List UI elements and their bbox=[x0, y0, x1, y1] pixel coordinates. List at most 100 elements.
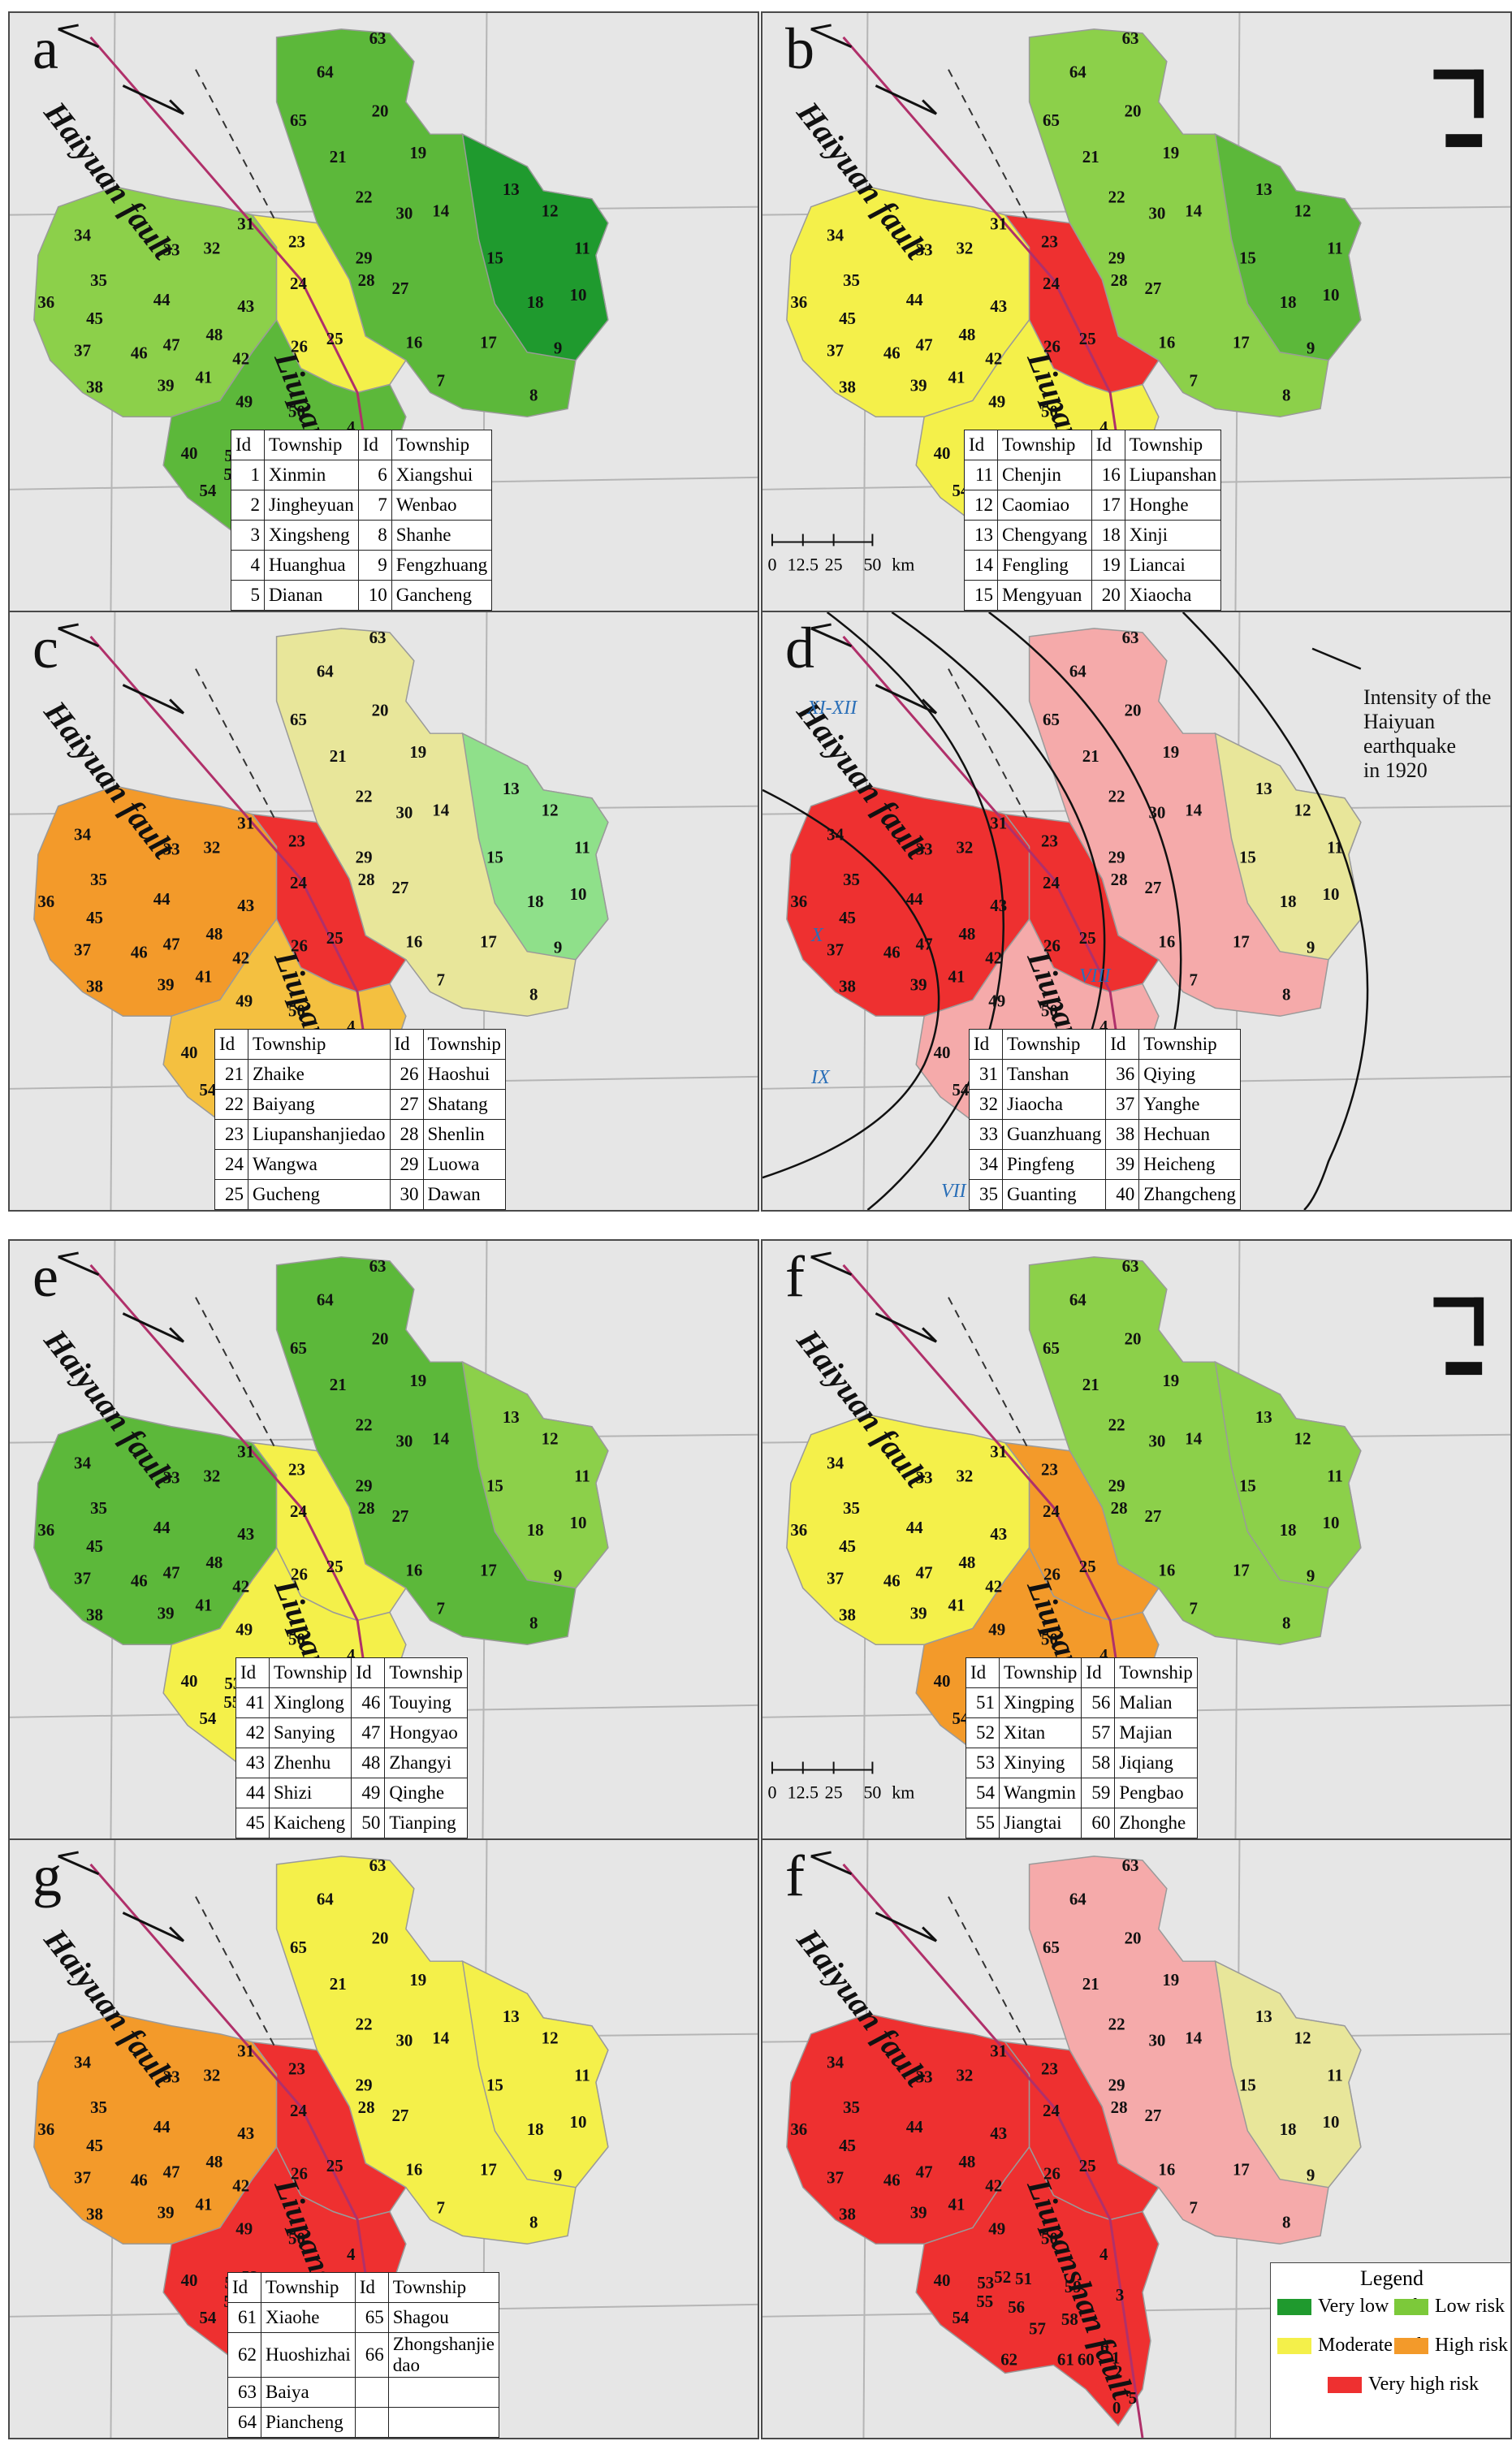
table-cell-township: Honghe bbox=[1124, 490, 1222, 521]
intensity-note-line: Intensity of the bbox=[1363, 685, 1492, 709]
township-number: 41 bbox=[196, 368, 213, 387]
scale-tick: 50 bbox=[863, 1782, 881, 1802]
township-number: 29 bbox=[1108, 847, 1125, 866]
township-number: 25 bbox=[1079, 329, 1096, 348]
table-header-cell: Township bbox=[997, 430, 1092, 460]
township-number: 24 bbox=[290, 873, 307, 892]
north-arrow-icon bbox=[1433, 69, 1484, 148]
table-header-cell: Township bbox=[261, 2272, 356, 2303]
township-number: 41 bbox=[948, 368, 966, 387]
township-number: 29 bbox=[356, 1475, 373, 1495]
panel-letter: g bbox=[32, 1843, 62, 1908]
township-number: 25 bbox=[1079, 2156, 1096, 2175]
township-number: 65 bbox=[290, 110, 307, 130]
township-number: 38 bbox=[86, 1605, 103, 1624]
township-number: 4 bbox=[347, 2244, 356, 2264]
township-number: 33 bbox=[916, 2067, 933, 2086]
township-number: 38 bbox=[86, 976, 103, 996]
table-cell-id: 54 bbox=[966, 1778, 1000, 1808]
table-cell-township: Shizi bbox=[268, 1778, 352, 1808]
township-number: 26 bbox=[291, 936, 308, 956]
table-row: 35 Guanting 40 Zhangcheng bbox=[969, 1179, 1241, 1210]
township-number: 58 bbox=[1061, 2309, 1078, 2329]
township-number: 59 bbox=[1065, 2277, 1082, 2296]
township-number: 14 bbox=[1185, 201, 1202, 221]
township-number: 19 bbox=[409, 742, 426, 762]
township-number: 11 bbox=[1327, 1466, 1343, 1485]
table-row: 54 Wangmin 59 Pengbao bbox=[966, 1778, 1198, 1808]
panel-letter: e bbox=[32, 1244, 58, 1309]
township-number: 41 bbox=[196, 1596, 213, 1615]
table-row: 41 Xinglong 46 Touying bbox=[235, 1687, 468, 1718]
township-number: 42 bbox=[232, 1577, 249, 1596]
township-number: 40 bbox=[934, 1671, 951, 1691]
township-number: 29 bbox=[1108, 2075, 1125, 2094]
township-number: 37 bbox=[74, 2168, 91, 2188]
township-number: 46 bbox=[131, 1571, 148, 1591]
township-number: 12 bbox=[542, 801, 559, 820]
table-cell-id: 31 bbox=[969, 1059, 1003, 1090]
township-number: 28 bbox=[1111, 870, 1128, 889]
township-number: 65 bbox=[290, 1938, 307, 1957]
township-number: 7 bbox=[1189, 2198, 1197, 2218]
isoseismal-line bbox=[1182, 612, 1369, 1210]
township-number: 38 bbox=[839, 1605, 856, 1624]
township-number: 27 bbox=[391, 2106, 408, 2125]
fault-trace-dashed bbox=[195, 668, 278, 823]
township-number: 43 bbox=[990, 296, 1007, 316]
table-row: 1 Xinmin 6 Xiangshui bbox=[231, 460, 493, 490]
slip-arrow-icon bbox=[122, 84, 185, 115]
region-east bbox=[461, 1959, 609, 2188]
township-number: 35 bbox=[843, 870, 860, 889]
township-number: 10 bbox=[570, 884, 587, 904]
table-cell-township: Mengyuan bbox=[997, 580, 1092, 611]
fault-trace-dashed bbox=[195, 69, 278, 224]
township-number: 65 bbox=[1043, 1938, 1060, 1957]
table-cell-township: Piancheng bbox=[261, 2407, 356, 2438]
township-number: 15 bbox=[1239, 847, 1256, 866]
table-cell-id: 29 bbox=[389, 1149, 424, 1180]
township-number: 63 bbox=[369, 1856, 387, 1875]
township-number: 8 bbox=[1282, 984, 1290, 1004]
township-number: 28 bbox=[1111, 270, 1128, 290]
township-number: 7 bbox=[1189, 970, 1197, 990]
township-number: 14 bbox=[1185, 801, 1202, 820]
table-cell-township: Majian bbox=[1114, 1717, 1198, 1748]
township-number: 25 bbox=[1079, 1557, 1096, 1576]
township-number: 44 bbox=[906, 290, 923, 309]
fault-line bbox=[842, 1863, 1144, 2438]
table-cell-id: 20 bbox=[1091, 580, 1125, 611]
township-number: 49 bbox=[988, 391, 1005, 411]
township-number: 45 bbox=[839, 2136, 856, 2155]
township-number: 27 bbox=[1144, 279, 1161, 298]
township-number: 10 bbox=[1323, 884, 1340, 904]
table-cell-township bbox=[387, 2377, 499, 2408]
table-cell-township: Xinji bbox=[1124, 520, 1222, 551]
township-number: 35 bbox=[90, 870, 107, 889]
table-cell-id: 3 bbox=[231, 520, 265, 551]
township-number: 25 bbox=[326, 1557, 343, 1576]
township-number: 54 bbox=[199, 1080, 216, 1100]
table-cell-township: Xiaohe bbox=[261, 2302, 356, 2333]
table-cell-township bbox=[387, 2407, 499, 2438]
table-cell-id: 49 bbox=[351, 1778, 386, 1808]
township-number: 48 bbox=[205, 325, 222, 344]
scale-bar: 0 12.5 25 50 km bbox=[767, 534, 914, 574]
township-number: 19 bbox=[1162, 742, 1179, 762]
township-number: 20 bbox=[372, 700, 389, 719]
table-header-cell: Id bbox=[1091, 430, 1125, 460]
township-number: 10 bbox=[570, 1513, 587, 1532]
township-number: 27 bbox=[391, 279, 408, 298]
table-cell-township: Fengling bbox=[997, 550, 1092, 581]
table-cell-township: Wenbao bbox=[391, 490, 493, 521]
township-number: 13 bbox=[503, 2007, 520, 2026]
table-cell-id: 66 bbox=[354, 2332, 389, 2378]
township-number: 18 bbox=[1280, 2119, 1297, 2139]
township-number: 64 bbox=[1069, 63, 1086, 82]
township-number: 22 bbox=[1108, 1415, 1125, 1435]
township-number: 21 bbox=[330, 746, 347, 766]
township-number: 64 bbox=[317, 63, 334, 82]
township-number: 33 bbox=[916, 240, 933, 259]
table-header-cell: Id bbox=[969, 1029, 1003, 1060]
table-cell-id: 41 bbox=[235, 1687, 270, 1718]
